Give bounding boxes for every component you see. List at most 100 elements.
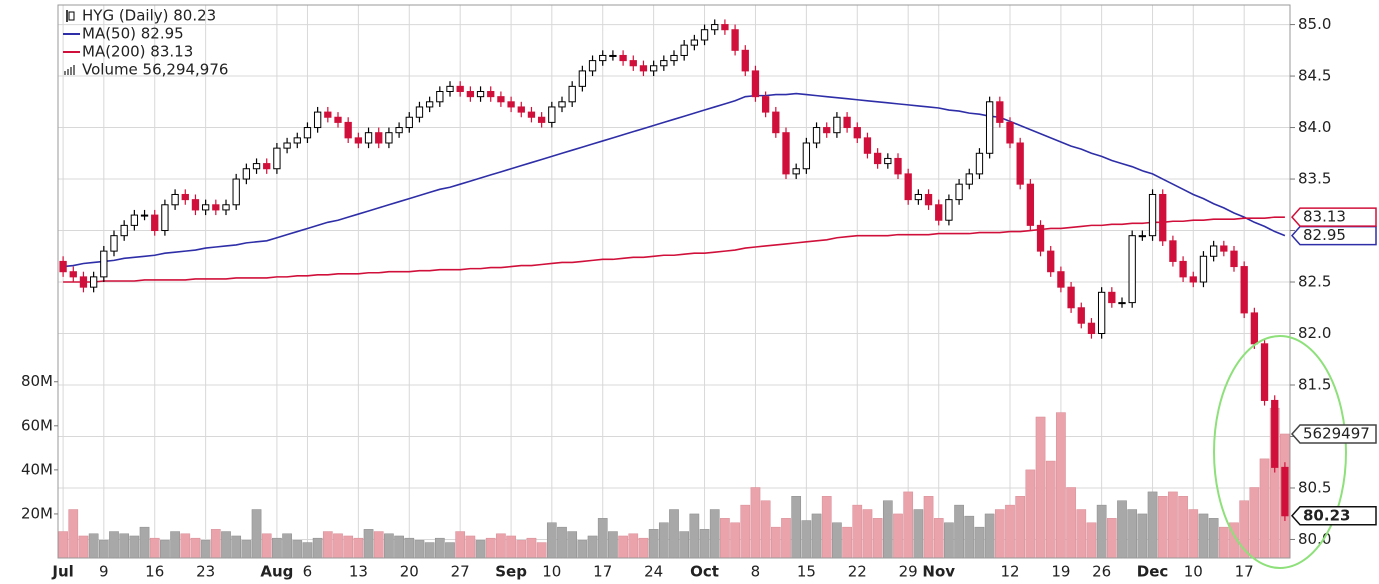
volume-bar (261, 533, 272, 559)
volume-bar (363, 529, 374, 559)
candle-body (324, 111, 332, 118)
y-tick-label: 82.0 (1298, 324, 1331, 342)
y-tick-label: 84.5 (1298, 67, 1331, 85)
candle-body (853, 127, 861, 139)
volume-bar (1137, 513, 1148, 559)
volume-bar (68, 509, 79, 559)
candle-body (446, 85, 454, 93)
volume-bar (160, 540, 170, 559)
candle-body (79, 276, 88, 288)
volume-bar (333, 533, 343, 559)
x-tick-label: 10 (542, 563, 561, 581)
candle-body (487, 91, 495, 98)
volume-bar (251, 509, 262, 559)
candle-body (568, 85, 576, 103)
x-tick-label: Nov (922, 563, 955, 581)
value-tag: 82.95 (1290, 225, 1377, 246)
candle-body (1036, 224, 1045, 252)
candle-body (833, 116, 841, 134)
x-tick-label: 19 (1051, 563, 1070, 581)
candle-body (1271, 399, 1279, 468)
candle-body (456, 85, 464, 93)
legend-icon (67, 69, 69, 75)
x-tick-label: 16 (145, 563, 164, 581)
candle-body (89, 276, 98, 288)
volume-bar (557, 526, 567, 559)
candle-body (761, 96, 770, 113)
value-tag: 5629497 (1290, 424, 1377, 444)
volume-bar (526, 537, 537, 559)
candle-body (385, 132, 393, 144)
volume-bar (1066, 487, 1076, 559)
volume-bar (567, 531, 578, 559)
y2-tick-label: 40M (21, 460, 53, 478)
volume-bar (781, 518, 791, 559)
candle-body (649, 65, 658, 72)
volume-bar (98, 540, 109, 559)
volume-bar (119, 533, 130, 559)
volume-bar (1198, 513, 1209, 559)
candle-body (201, 204, 210, 211)
moving-average-line (63, 216, 1285, 283)
candle-body (945, 199, 953, 221)
candle-body (517, 106, 525, 113)
value-tag-box (1290, 506, 1377, 526)
volume-bar (343, 535, 354, 559)
candle-body (1047, 250, 1055, 273)
volume-bar (750, 487, 761, 559)
candle-body (1128, 235, 1136, 304)
volume-bar (944, 522, 954, 559)
candle-body (232, 178, 240, 206)
volume-bar (791, 496, 802, 559)
volume-bar (648, 529, 659, 559)
candle-body (935, 204, 943, 221)
volume-bar (1208, 518, 1219, 559)
candle-body (609, 54, 617, 57)
volume-bar (577, 540, 588, 559)
volume-bar (1249, 487, 1260, 559)
candle-body (558, 101, 566, 108)
candle-body (1189, 276, 1197, 283)
y2-tick-label: 60M (21, 416, 53, 434)
candle-body (1057, 271, 1065, 288)
candle-body (1077, 307, 1085, 324)
volume-bar (1188, 509, 1199, 559)
volume-bar (658, 522, 669, 559)
y-tick-label: 80.0 (1298, 530, 1331, 548)
candle-body (965, 173, 973, 185)
legend-icon (64, 71, 66, 75)
candle-body (130, 214, 139, 226)
candle-body (375, 132, 383, 144)
volume-bar (1178, 496, 1188, 559)
grid-layer (58, 5, 1290, 558)
candle-layer (59, 19, 1289, 521)
volume-bar (882, 500, 893, 559)
volume-bar (597, 518, 608, 559)
value-tag: 83.13 (1290, 207, 1377, 227)
volume-bar (852, 504, 863, 559)
candle-body (975, 152, 984, 175)
volume-bar (109, 531, 119, 559)
candle-body (436, 91, 444, 103)
volume-bar (516, 540, 527, 559)
candle-body (741, 49, 749, 72)
x-tick-label: 13 (349, 563, 368, 581)
volume-bar (1005, 504, 1015, 559)
volume-bar (740, 504, 751, 559)
volume-bar (1086, 522, 1097, 559)
candle-body (140, 214, 149, 217)
candle-body (924, 193, 933, 206)
candle-body (629, 60, 637, 67)
candle-body (100, 250, 108, 278)
candle-body (120, 224, 128, 237)
volume-bar (699, 529, 710, 559)
volume-bar (241, 540, 252, 559)
volume-bar (730, 522, 740, 559)
x-tick-label: 15 (797, 563, 816, 581)
x-tick-label: Aug (260, 563, 293, 581)
candle-body (731, 29, 739, 51)
x-tick-label: Oct (690, 563, 719, 581)
